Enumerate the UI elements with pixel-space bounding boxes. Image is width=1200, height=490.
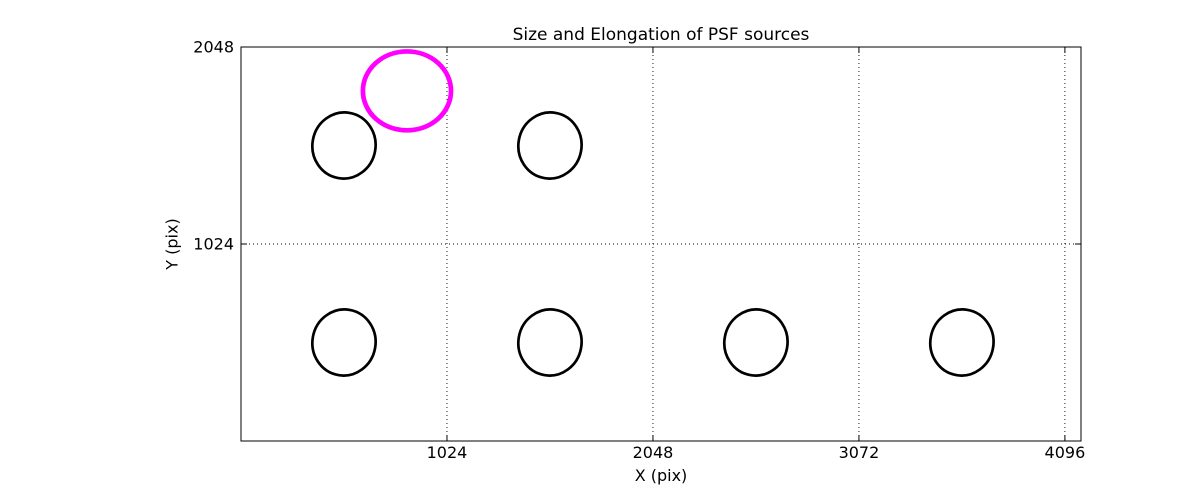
psf-source-ellipse-2 — [516, 111, 583, 180]
y-tick-label-1024: 1024 — [193, 235, 234, 254]
psf-source-ellipse-1 — [311, 111, 377, 180]
x-axis-label: X (pix) — [634, 466, 688, 485]
y-tick-label-2048: 2048 — [193, 38, 234, 57]
y-axis-label: Y (pix) — [162, 218, 182, 270]
psf-source-ellipse-4 — [516, 308, 583, 377]
x-tick-label-1024: 1024 — [427, 443, 468, 462]
x-tick-label-2048: 2048 — [633, 443, 674, 462]
x-tick-label-4096: 4096 — [1045, 443, 1086, 462]
psf-source-ellipse-5 — [722, 308, 789, 377]
psf-source-ellipse-highlighted — [360, 49, 454, 133]
chart-title: Size and Elongation of PSF sources — [512, 25, 810, 45]
psf-source-ellipse-3 — [311, 308, 377, 377]
x-tick-label-3072: 3072 — [839, 443, 880, 462]
psf-source-ellipse-6 — [928, 308, 995, 377]
